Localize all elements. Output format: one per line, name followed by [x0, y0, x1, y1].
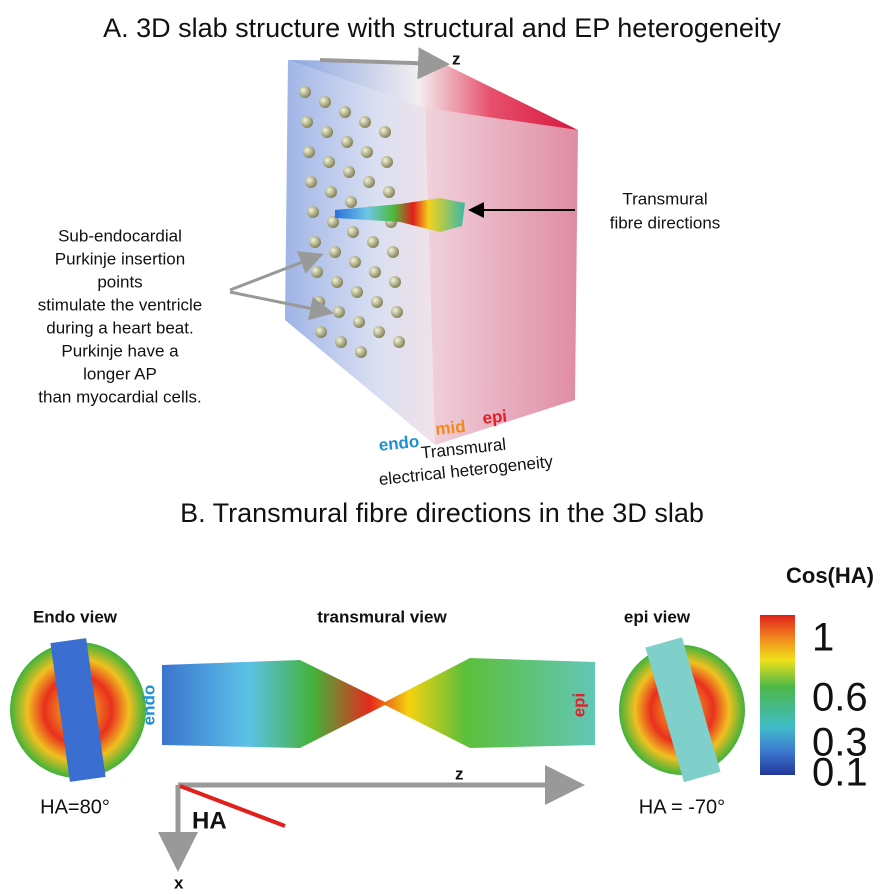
purkinje-point	[299, 86, 311, 98]
view-label: epi view	[624, 607, 691, 626]
purkinje-point	[381, 156, 393, 168]
purkinje-point	[347, 226, 359, 238]
purkinje-point	[311, 266, 323, 278]
panel-a-title: A. 3D slab structure with structural and…	[103, 13, 781, 43]
layer-label: mid	[434, 417, 466, 439]
purkinje-note: than myocardial cells.	[38, 387, 201, 406]
purkinje-point	[341, 136, 353, 148]
purkinje-point	[349, 256, 361, 268]
epi-label: epi	[569, 693, 588, 718]
purkinje-point	[321, 126, 333, 138]
view-label: Endo view	[33, 607, 118, 626]
angle-label: HA = -70°	[639, 796, 725, 818]
purkinje-point	[303, 146, 315, 158]
slab-side	[425, 108, 578, 445]
figure: A. 3D slab structure with structural and…	[0, 0, 885, 894]
panel-b-title: B. Transmural fibre directions in the 3D…	[180, 498, 704, 528]
purkinje-point	[319, 96, 331, 108]
transmural-view-image	[162, 658, 595, 748]
z-label: z	[452, 49, 461, 68]
purkinje-point	[343, 166, 355, 178]
purkinje-note: longer AP	[83, 364, 157, 383]
fibre-note: Transmural	[622, 189, 707, 208]
fibre-note: fibre directions	[610, 213, 721, 232]
purkinje-point	[309, 236, 321, 248]
purkinje-point	[379, 126, 391, 138]
purkinje-point	[301, 116, 313, 128]
purkinje-point	[351, 286, 363, 298]
purkinje-point	[355, 346, 367, 358]
purkinje-point	[369, 266, 381, 278]
purkinje-point	[373, 326, 385, 338]
purkinje-note: during a heart beat.	[46, 318, 193, 337]
purkinje-point	[391, 306, 403, 318]
purkinje-point	[315, 326, 327, 338]
purkinje-note: stimulate the ventricle	[38, 295, 202, 314]
x-label: x	[174, 873, 184, 892]
ha-label: HA	[192, 807, 227, 834]
purkinje-point	[359, 116, 371, 128]
colorbar-tick-label: 0.6	[812, 676, 868, 720]
view-label: transmural view	[317, 607, 447, 626]
purkinje-point	[361, 146, 373, 158]
purkinje-point	[383, 186, 395, 198]
colorbar	[760, 615, 795, 775]
purkinje-point	[335, 336, 347, 348]
angle-label: HA=80°	[40, 796, 110, 818]
colorbar-tick-label: 0.1	[812, 751, 868, 795]
purkinje-point	[371, 296, 383, 308]
purkinje-note: Purkinje have a	[61, 341, 179, 360]
purkinje-point	[393, 336, 405, 348]
purkinje-point	[323, 156, 335, 168]
purkinje-point	[313, 296, 325, 308]
purkinje-note: Sub-endocardial	[58, 226, 182, 245]
purkinje-point	[387, 246, 399, 258]
colorbar-title: Cos(HA)	[786, 563, 874, 588]
purkinje-note: points	[97, 272, 142, 291]
purkinje-point	[307, 206, 319, 218]
purkinje-point	[325, 186, 337, 198]
purkinje-point	[331, 276, 343, 288]
purkinje-point	[345, 196, 357, 208]
purkinje-point	[363, 176, 375, 188]
colorbar-tick-label: 1	[812, 616, 834, 660]
purkinje-point	[353, 316, 365, 328]
layer-label: epi	[482, 406, 508, 427]
z-label: z	[455, 764, 464, 783]
purkinje-point	[367, 236, 379, 248]
layer-label: endo	[378, 432, 420, 455]
purkinje-point	[333, 306, 345, 318]
purkinje-point	[305, 176, 317, 188]
purkinje-note: Purkinje insertion	[55, 249, 185, 268]
purkinje-point	[389, 276, 401, 288]
purkinje-point	[329, 246, 341, 258]
purkinje-point	[339, 106, 351, 118]
endo-label: endo	[139, 685, 158, 726]
